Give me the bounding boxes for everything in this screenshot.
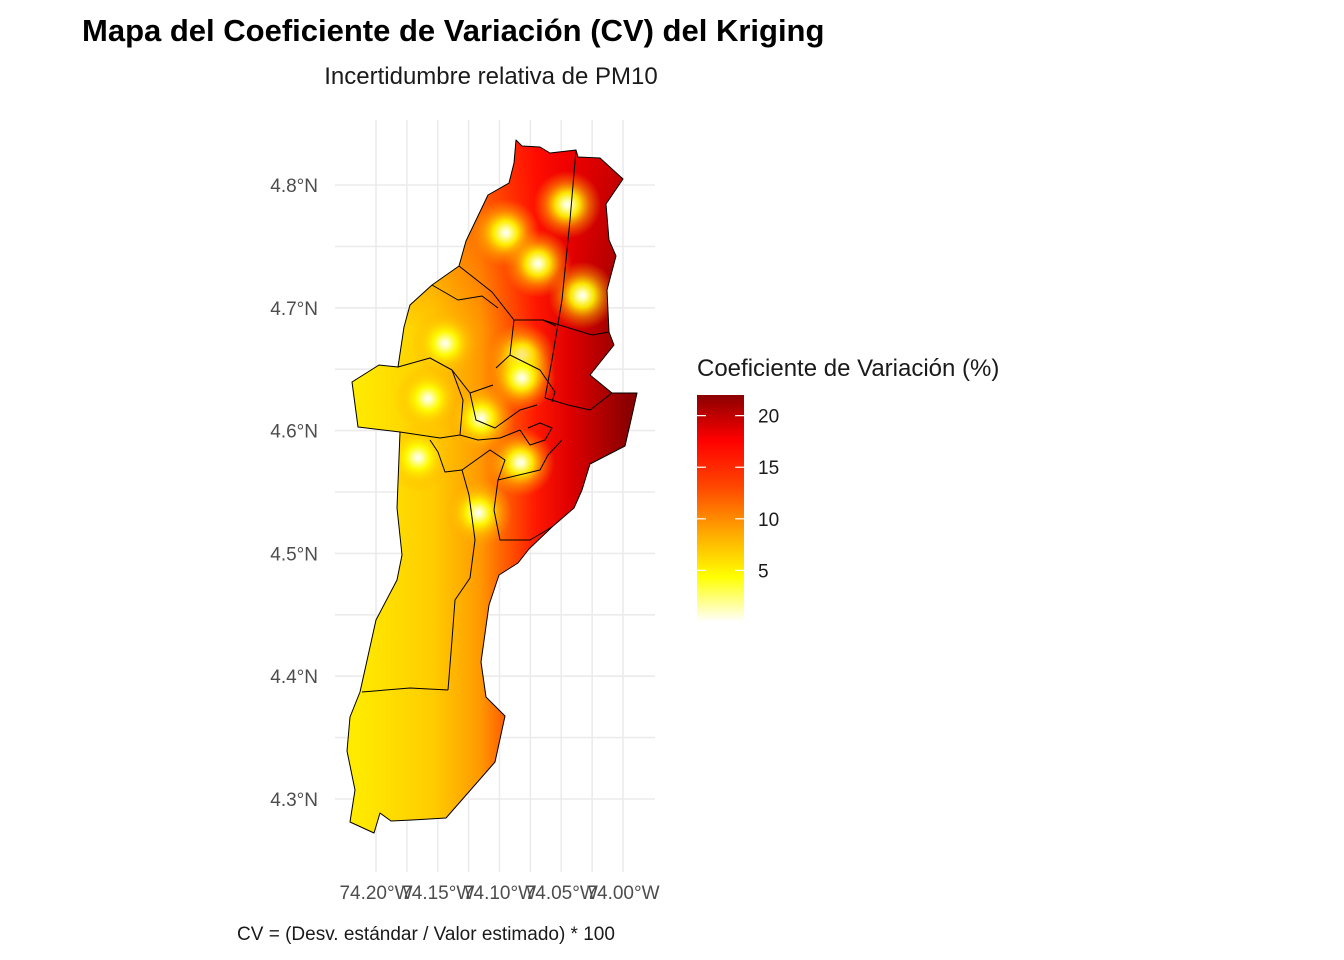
x-tick-label: 74.00°W <box>586 883 659 904</box>
legend-tick-label: 15 <box>758 458 779 479</box>
station-low-cv-glow <box>533 170 602 239</box>
boundary-teusaquillo <box>509 354 556 403</box>
x-tick-label: 74.10°W <box>463 883 536 904</box>
station-low-cv-glow <box>411 309 480 378</box>
boundary-santa-fe <box>544 392 613 411</box>
y-axis-ticks: 4.3°N 4.4°N 4.5°N 4.6°N 4.7°N 4.8°N <box>270 176 318 811</box>
map-title: Mapa del Coeficiente de Variación (CV) d… <box>82 13 824 48</box>
legend-colorbar <box>697 395 744 622</box>
legend-ticks: 5 10 15 20 <box>697 407 779 582</box>
boundary-ciudad-bolivar <box>447 494 476 691</box>
station-low-cv-glow <box>446 384 515 453</box>
boundary-engativa-north <box>431 284 499 309</box>
station-low-cv-glow <box>486 428 555 497</box>
boundary-north-vertical <box>544 149 577 399</box>
legend-tick-label: 5 <box>758 561 769 582</box>
boundary-tunjuelito <box>461 449 506 511</box>
y-tick-label: 4.5°N <box>270 544 318 565</box>
station-low-cv-glow <box>383 423 452 492</box>
x-tick-label: 74.05°W <box>525 883 598 904</box>
station-low-cv-glow <box>393 364 462 433</box>
station-glow-layer <box>383 170 617 547</box>
legend: Coeficiente de Variación (%) 5 10 15 20 <box>697 355 999 622</box>
x-axis-ticks: 74.20°W74.15°W74.10°W74.05°W74.00°W <box>339 883 659 904</box>
cv-surface <box>347 140 637 833</box>
boundary-candelaria <box>519 422 553 446</box>
boundary-puente-aranda <box>469 392 538 429</box>
map-subtitle: Incertidumbre relativa de PM10 <box>324 63 658 90</box>
x-tick-label: 74.15°W <box>401 883 474 904</box>
legend-tick-label: 20 <box>758 407 779 428</box>
y-tick-label: 4.4°N <box>270 667 318 688</box>
y-tick-label: 4.3°N <box>270 790 318 811</box>
boundary-sumapaz <box>361 687 449 693</box>
locality-boundaries <box>346 139 638 834</box>
y-tick-label: 4.8°N <box>270 176 318 197</box>
station-low-cv-glow <box>444 478 513 547</box>
boundary-rafael-uribe <box>497 439 563 481</box>
legend-tick-label: 10 <box>758 510 779 531</box>
boundary-kennedy-bosa <box>429 439 470 496</box>
map-caption: CV = (Desv. estándar / Valor estimado) *… <box>237 924 615 945</box>
boundary-kennedy-north <box>399 429 521 441</box>
y-tick-label: 4.7°N <box>270 299 318 320</box>
x-tick-label: 74.20°W <box>339 883 412 904</box>
y-tick-label: 4.6°N <box>270 422 318 443</box>
boundary-fontibon <box>451 369 464 436</box>
station-low-cv-glow <box>548 261 617 330</box>
boundary-usme-north <box>493 509 553 541</box>
boundary-chapinero-north <box>542 319 610 336</box>
legend-title: Coeficiente de Variación (%) <box>697 355 999 382</box>
